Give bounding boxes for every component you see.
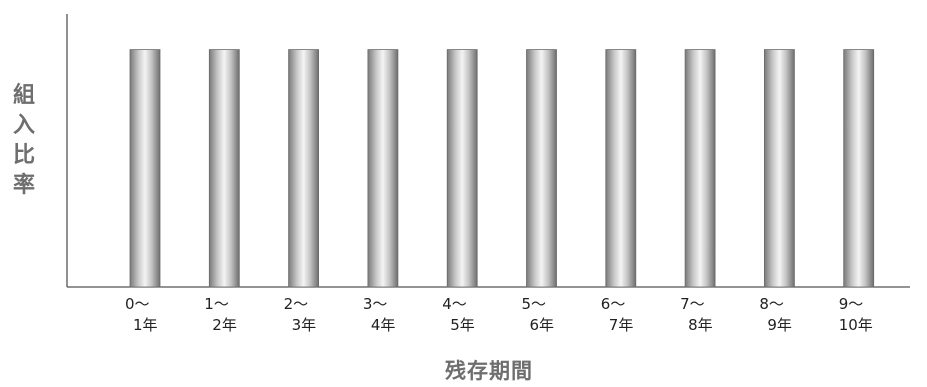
bar-6: [605, 49, 637, 288]
bar-7: [684, 49, 716, 288]
bars-group: [129, 49, 875, 288]
x-tick-label-line2: 5年: [450, 316, 475, 334]
x-tick-label-line2: 10年: [839, 316, 873, 334]
x-tick-label-line2: 2年: [212, 316, 237, 334]
x-tick-label-line2: 3年: [292, 316, 317, 334]
bar-9: [843, 49, 875, 288]
bar-2: [288, 49, 320, 288]
x-tick-label-line2: 9年: [767, 316, 792, 334]
x-tick-label-line1: 7～: [680, 295, 705, 313]
x-tick-label-line1: 3～: [363, 295, 388, 313]
x-tick-label-line2: 7年: [609, 316, 634, 334]
x-tick-label-line2: 8年: [688, 316, 713, 334]
x-tick-label-line1: 5～: [522, 295, 547, 313]
bar-4: [446, 49, 478, 288]
bar-5: [526, 49, 557, 288]
x-tick-label-line1: 9～: [839, 295, 864, 313]
x-tick-label-line2: 6年: [530, 316, 555, 334]
x-tick-label-line1: 6～: [601, 295, 626, 313]
x-tick-label-line1: 0～: [125, 295, 150, 313]
bar-8: [764, 49, 795, 288]
x-tick-label-line1: 2～: [284, 295, 309, 313]
y-axis-label: 組入比率: [13, 82, 35, 198]
x-tick-labels: 0～ 1年 1～ 2年 2～ 3年 3～ 4年 4～ 5年 5～ 6年 6～ 7年 7～ 8年 8～ 9年 9～ 10…: [125, 295, 873, 334]
x-tick-label-line1: 1～: [204, 295, 229, 313]
x-axis-label: 残存期間: [445, 359, 533, 383]
x-tick-label-line1: 4～: [442, 295, 467, 313]
bar-1: [208, 49, 240, 288]
bar-0: [129, 49, 161, 288]
x-tick-label-line2: 4年: [371, 316, 396, 334]
x-tick-label-line2: 1年: [133, 316, 158, 334]
x-tick-label-line1: 8～: [759, 295, 784, 313]
bar-3: [367, 49, 399, 288]
